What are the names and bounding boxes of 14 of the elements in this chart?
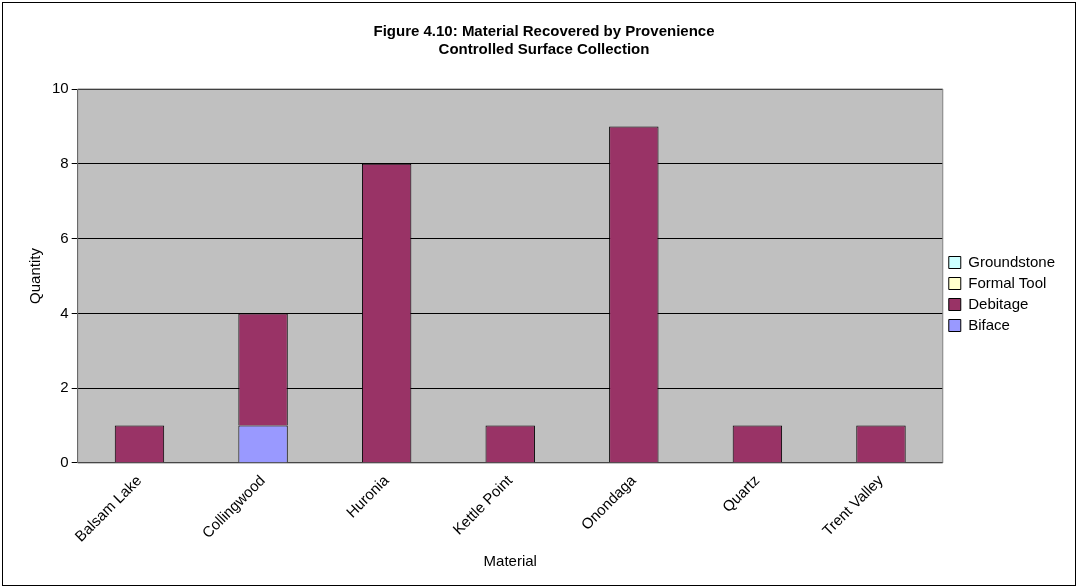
y-tick-label: 4	[60, 303, 69, 321]
x-axis-title: Material	[483, 552, 537, 570]
legend-label: Formal Tool	[968, 273, 1047, 291]
legend-label: Biface	[968, 315, 1010, 333]
y-axis-title: Quantity	[26, 247, 44, 304]
y-tick-label: 2	[60, 378, 69, 396]
legend-label: Debitage	[968, 294, 1029, 312]
y-tick-label: 8	[60, 153, 69, 171]
chart-subtitle: Controlled Surface Collection	[438, 40, 650, 58]
chart-title: Figure 4.10: Material Recovered by Provenience	[373, 22, 715, 40]
y-tick-label: 10	[52, 79, 69, 97]
y-tick-label: 6	[60, 228, 69, 246]
y-tick-label: 0	[60, 453, 69, 471]
legend-label: Groundstone	[968, 252, 1056, 270]
